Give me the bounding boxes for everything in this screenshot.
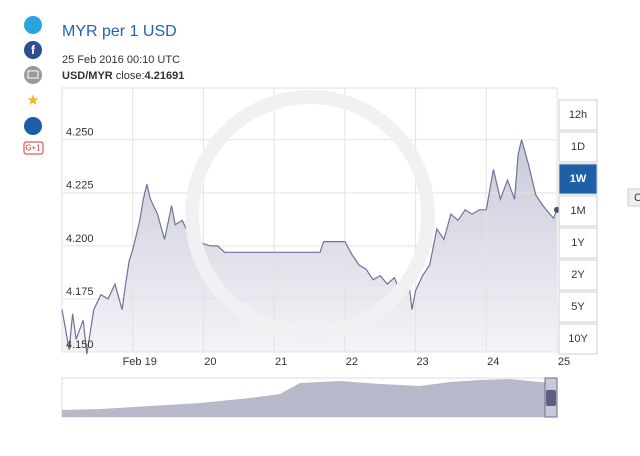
range-button[interactable]	[558, 163, 598, 195]
close-line: USD/MYR close:4.21691	[62, 70, 184, 82]
x-tick-label: 22	[346, 356, 358, 368]
y-tick-label: 4.175	[66, 286, 94, 298]
link-icon[interactable]	[24, 117, 42, 135]
twitter-icon[interactable]	[24, 16, 42, 34]
close-text: close:	[116, 70, 145, 82]
range-button-label: 5Y	[571, 301, 585, 313]
range-button[interactable]	[558, 227, 598, 259]
range-button-label: 1W	[570, 173, 587, 185]
email-glyph	[27, 70, 39, 79]
title: MYR per 1 USD	[62, 23, 177, 40]
facebook-icon[interactable]	[24, 41, 42, 59]
area	[62, 139, 557, 355]
range-button[interactable]	[558, 323, 598, 355]
subtitle: 25 Feb 2016 00:10 UTC	[62, 54, 180, 66]
email-icon[interactable]	[24, 66, 42, 84]
range-button-label: 1D	[571, 141, 585, 153]
x-tick-label: 20	[204, 356, 216, 368]
range-button-label: 12h	[569, 109, 587, 121]
range-button-label: 2Y	[571, 269, 585, 281]
x-tick-label: 23	[416, 356, 428, 368]
range-button-label: 1M	[570, 205, 585, 217]
facebook-glyph: f	[31, 43, 36, 57]
pair: USD/MYR	[62, 70, 113, 82]
y-tick-label: 4.250	[66, 127, 94, 139]
x-tick-label: 21	[275, 356, 287, 368]
navigator-area	[62, 379, 557, 417]
y-tick-label: 4.225	[66, 180, 94, 192]
range-button-label: 1Y	[571, 237, 585, 249]
side-tab-label: C	[634, 192, 640, 204]
x-tick-label: Feb 19	[123, 356, 157, 368]
range-button[interactable]	[558, 291, 598, 323]
range-buttons: 12h 1D 1W 1M 1Y 2Y 5Y 10Y	[558, 99, 598, 355]
plot: 4.150 4.175 4.200 4.225 4.250 Feb 19 20 21 22 23 2…	[61, 88, 570, 368]
x-tick-label: 25	[558, 356, 570, 368]
navigator-handle[interactable]	[546, 390, 556, 406]
star-icon[interactable]: ★	[26, 92, 39, 109]
price-line	[61, 139, 558, 355]
gplus-label: G+1	[25, 144, 41, 153]
range-button[interactable]	[558, 99, 598, 131]
range-button[interactable]	[558, 131, 598, 163]
watermark	[185, 90, 435, 340]
range-button[interactable]	[558, 195, 598, 227]
x-tick-label: 24	[487, 356, 499, 368]
side-tab[interactable]	[627, 188, 640, 207]
range-button-label: 10Y	[568, 333, 588, 345]
range-button[interactable]	[558, 259, 598, 291]
y-tick-label: 4.150	[66, 339, 94, 351]
close-value: 4.21691	[145, 70, 185, 82]
gplus-button[interactable]	[23, 141, 44, 155]
y-tick-label: 4.200	[66, 233, 94, 245]
